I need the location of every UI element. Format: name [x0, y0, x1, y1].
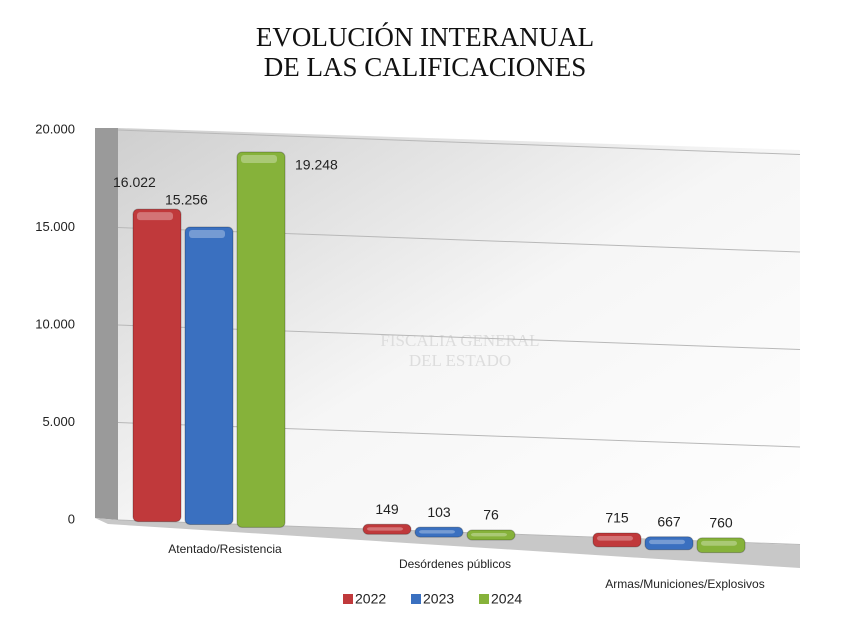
bar: [466, 529, 516, 541]
watermark: DEL ESTADO: [409, 351, 511, 370]
floor: [95, 518, 800, 568]
bar: [362, 523, 412, 535]
bar: [132, 208, 182, 523]
y-tick-label: 5.000: [42, 414, 75, 429]
bar: [592, 532, 642, 548]
value-label: 760: [709, 515, 733, 531]
x-tick-label: Armas/Municiones/Explosivos: [605, 577, 764, 591]
bar-highlight: [597, 535, 633, 541]
bar: [696, 537, 746, 554]
y-tick-label: 15.000: [35, 219, 75, 234]
y-tick-label: 0: [68, 511, 75, 526]
y-tick-label: 10.000: [35, 316, 75, 331]
side-wall: [95, 128, 118, 520]
value-label: 103: [427, 504, 451, 520]
x-tick-label: Desórdenes públicos: [399, 557, 511, 571]
value-label: 15.256: [165, 192, 208, 208]
legend-swatch: [411, 594, 421, 604]
value-label: 76: [483, 507, 499, 523]
chart-title: EVOLUCIÓN INTERANUAL: [256, 22, 594, 52]
bar-highlight: [701, 540, 737, 546]
value-label: 149: [375, 501, 399, 517]
legend-swatch: [343, 594, 353, 604]
bar: [414, 526, 464, 538]
value-label: 19.248: [295, 157, 338, 173]
bar: [184, 226, 234, 525]
legend-label: 2023: [423, 591, 454, 607]
grid-line: [117, 129, 801, 156]
legend-label: 2022: [355, 591, 386, 607]
chart-title: DE LAS CALIFICACIONES: [264, 52, 587, 82]
bar-highlight: [471, 532, 507, 537]
value-label: 16.022: [113, 174, 156, 190]
bar-highlight: [241, 154, 277, 163]
bar-highlight: [419, 530, 455, 534]
watermark: FISCALIA GENERAL: [380, 331, 539, 350]
bar: [644, 536, 694, 551]
bar-highlight: [189, 229, 225, 238]
bar-highlight: [137, 212, 173, 221]
bar-highlight: [649, 539, 685, 545]
bar-highlight: [367, 527, 403, 531]
x-tick-label: Atentado/Resistencia: [168, 542, 282, 556]
legend-label: 2024: [491, 591, 522, 607]
legend-swatch: [479, 594, 489, 604]
value-label: 715: [605, 510, 629, 526]
bar: [236, 151, 286, 528]
y-tick-label: 20.000: [35, 121, 75, 136]
value-label: 667: [657, 513, 681, 529]
